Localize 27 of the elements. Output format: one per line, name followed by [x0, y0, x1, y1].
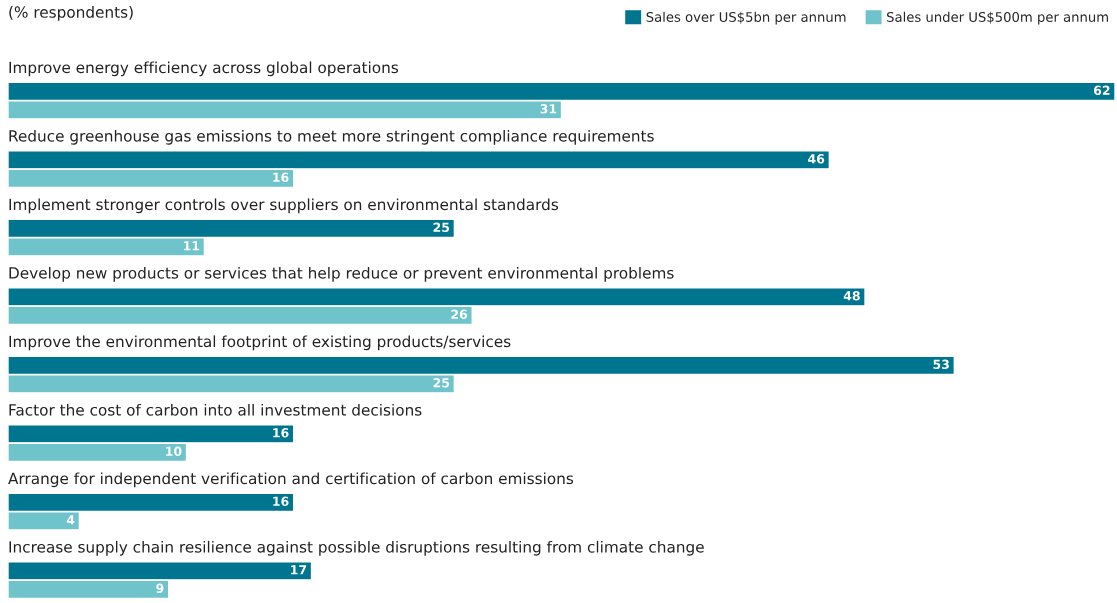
data-label: 25	[433, 222, 450, 233]
y-tick-label: Reduce greenhouse gas emissions to meet more stringent compliance requirements	[9, 129, 654, 145]
data-label: 10	[166, 446, 182, 456]
data-label: 4	[66, 515, 75, 525]
legend-label: Sales under US$500m per annum	[887, 11, 1108, 25]
data-label: 48	[843, 291, 860, 301]
y-tick-label: Increase supply chain resilience against possible disruptions resulting from climate change	[9, 540, 704, 556]
data-label: 25	[433, 378, 450, 388]
data-label: 53	[933, 359, 949, 370]
data-label: 11	[183, 241, 200, 251]
data-label: 46	[808, 154, 825, 164]
legend-label: Sales over US$5bn per annum	[646, 11, 846, 25]
y-tick-label: Improve energy efficiency across global operations	[9, 61, 399, 77]
data-label: 9	[156, 583, 164, 593]
y-tick-label: Develop new products or services that help reduce or prevent environmental problems	[9, 266, 674, 282]
data-label: 26	[451, 309, 468, 320]
data-label: 62	[1093, 85, 1110, 96]
data-label: 16	[273, 496, 289, 506]
data-label: 31	[540, 104, 557, 114]
data-label: 16	[273, 428, 289, 438]
y-tick-label: Arrange for independent verification and certification of carbon emissions	[8, 472, 574, 488]
y-tick-label: Factor the cost of carbon into all investment decisions	[9, 403, 422, 416]
data-label: 16	[273, 172, 289, 183]
y-tick-label: Implement stronger controls over suppliers on environmental standards	[9, 198, 559, 214]
chart-title: (% respondents)	[9, 6, 133, 21]
data-label: 17	[291, 565, 307, 575]
y-tick-label: Improve the environmental footprint of existing products/services	[9, 335, 511, 351]
